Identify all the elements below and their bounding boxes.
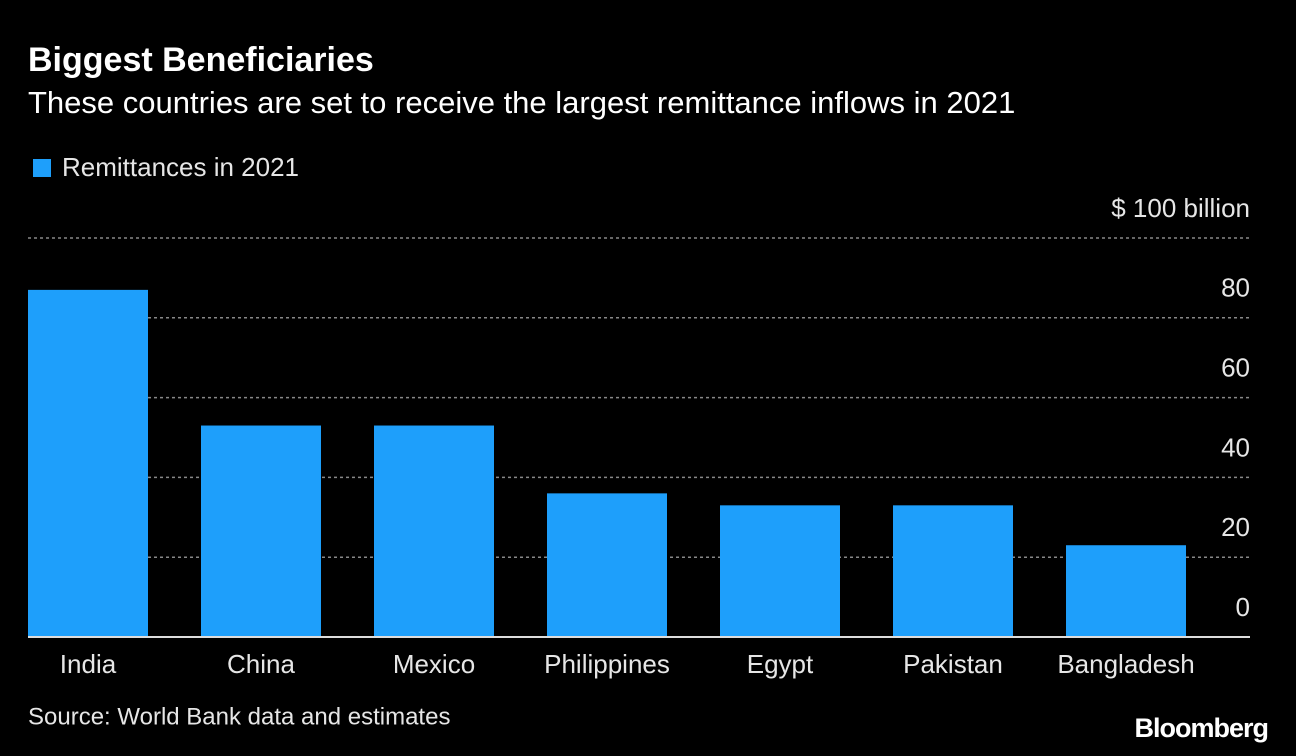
bar [28, 289, 148, 637]
bar [374, 425, 494, 637]
bar [547, 493, 667, 637]
chart-subtitle: These countries are set to receive the l… [28, 85, 1015, 120]
y-tick-label: 20 [1221, 512, 1250, 542]
y-tick-label: 40 [1221, 432, 1250, 462]
x-tick-label: India [60, 649, 117, 679]
bar [893, 505, 1013, 637]
source-note: Source: World Bank data and estimates [28, 703, 450, 730]
x-tick-label: Egypt [747, 649, 814, 679]
x-tick-label: Mexico [393, 649, 475, 679]
logo: Bloomberg [1134, 713, 1268, 743]
legend-label: Remittances in 2021 [62, 152, 299, 182]
legend-swatch [33, 159, 51, 177]
bar [720, 505, 840, 637]
y-tick-label: 60 [1221, 352, 1250, 382]
chart-title: Biggest Beneficiaries [28, 41, 374, 79]
x-tick-label: Bangladesh [1057, 649, 1194, 679]
x-tick-label: Philippines [544, 649, 670, 679]
x-tick-label: Pakistan [903, 649, 1003, 679]
y-tick-label: $ 100 billion [1111, 193, 1250, 223]
y-tick-label: 0 [1236, 592, 1250, 622]
bar [1066, 545, 1186, 637]
bar [201, 425, 321, 637]
x-tick-label: China [227, 649, 295, 679]
y-tick-label: 80 [1221, 273, 1250, 303]
